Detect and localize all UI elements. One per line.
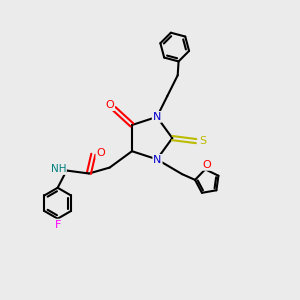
Text: F: F <box>55 220 61 230</box>
Text: N: N <box>153 112 161 122</box>
Text: S: S <box>199 136 206 146</box>
Text: O: O <box>105 100 114 110</box>
Text: NH: NH <box>50 164 66 174</box>
Text: N: N <box>153 155 162 165</box>
Text: O: O <box>202 160 211 170</box>
Text: O: O <box>96 148 105 158</box>
